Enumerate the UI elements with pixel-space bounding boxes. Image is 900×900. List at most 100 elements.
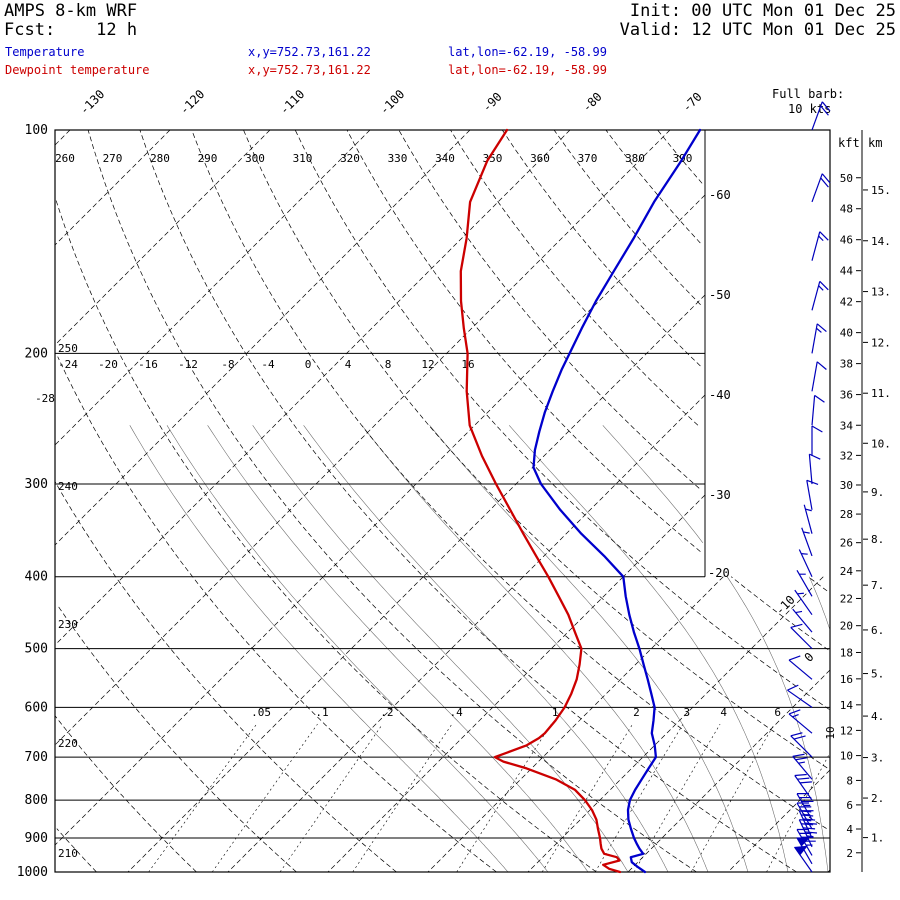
svg-text:-20: -20 xyxy=(708,566,730,580)
svg-text:6: 6 xyxy=(846,799,853,812)
svg-text:12: 12 xyxy=(421,358,434,371)
svg-text:48: 48 xyxy=(840,203,853,216)
svg-text:3: 3 xyxy=(683,706,690,719)
svg-text:700: 700 xyxy=(25,750,48,765)
svg-text:-130: -130 xyxy=(77,87,107,117)
svg-text:300: 300 xyxy=(25,477,48,492)
svg-text:370: 370 xyxy=(578,152,598,165)
svg-text:-30: -30 xyxy=(709,488,731,502)
svg-text:13.: 13. xyxy=(871,286,891,299)
svg-text:-120: -120 xyxy=(177,87,207,117)
svg-text:22: 22 xyxy=(840,592,853,605)
svg-text:0: 0 xyxy=(802,650,817,665)
svg-text:12.: 12. xyxy=(871,336,891,349)
svg-text:1000: 1000 xyxy=(17,865,48,880)
barb-legend-line1: Full barb: xyxy=(772,87,845,101)
svg-text:0: 0 xyxy=(305,358,312,371)
svg-text:310: 310 xyxy=(293,152,313,165)
svg-text:3.: 3. xyxy=(871,752,884,765)
svg-text:-28: -28 xyxy=(35,392,55,405)
svg-text:-60: -60 xyxy=(709,188,731,202)
valid-time: Valid: 12 UTC Mon 01 Dec 25 xyxy=(619,20,896,40)
svg-text:12: 12 xyxy=(840,724,853,737)
svg-text:-100: -100 xyxy=(377,87,407,117)
svg-text:26: 26 xyxy=(840,537,853,550)
svg-text:1: 1 xyxy=(552,706,559,719)
svg-text:18: 18 xyxy=(840,646,853,659)
svg-text:4.: 4. xyxy=(871,710,884,723)
svg-text:260: 260 xyxy=(55,152,75,165)
svg-text:36: 36 xyxy=(840,389,853,402)
svg-text:-16: -16 xyxy=(138,358,158,371)
svg-text:300: 300 xyxy=(245,152,265,165)
svg-text:34: 34 xyxy=(840,419,854,432)
svg-text:24: 24 xyxy=(840,565,854,578)
svg-text:.05: .05 xyxy=(251,706,271,719)
svg-text:8.: 8. xyxy=(871,533,884,546)
svg-text:30: 30 xyxy=(840,479,853,492)
svg-text:-110: -110 xyxy=(277,87,307,117)
svg-text:-4: -4 xyxy=(261,358,275,371)
svg-text:38: 38 xyxy=(840,358,853,371)
svg-text:4: 4 xyxy=(345,358,352,371)
svg-text:km: km xyxy=(868,136,882,150)
svg-text:2: 2 xyxy=(846,847,853,860)
svg-text:200: 200 xyxy=(25,346,48,361)
fcst-label: Fcst: 12 h xyxy=(4,20,138,40)
svg-text:.1: .1 xyxy=(315,706,328,719)
temperature-legend: Temperature xyxy=(5,45,85,59)
svg-text:210: 210 xyxy=(58,847,78,860)
svg-text:220: 220 xyxy=(58,737,78,750)
init-time: Init: 00 UTC Mon 01 Dec 25 xyxy=(629,1,896,21)
svg-text:-70: -70 xyxy=(680,90,705,115)
model-title: AMPS 8-km WRF xyxy=(4,1,138,21)
svg-text:500: 500 xyxy=(25,642,48,657)
svg-text:290: 290 xyxy=(198,152,218,165)
svg-text:20: 20 xyxy=(840,620,853,633)
svg-text:6: 6 xyxy=(774,706,781,719)
svg-text:9.: 9. xyxy=(871,486,884,499)
svg-text:900: 900 xyxy=(25,831,48,846)
svg-text:230: 230 xyxy=(58,618,78,631)
svg-text:400: 400 xyxy=(25,570,48,585)
svg-text:-50: -50 xyxy=(709,288,731,302)
svg-text:100: 100 xyxy=(25,123,48,138)
svg-text:240: 240 xyxy=(58,480,78,493)
svg-text:-12: -12 xyxy=(178,358,198,371)
svg-text:320: 320 xyxy=(340,152,360,165)
dewpoint-latlon: lat,lon=-62.19, -58.99 xyxy=(448,63,607,77)
svg-text:5.: 5. xyxy=(871,668,884,681)
svg-text:-20: -20 xyxy=(98,358,118,371)
svg-text:11.: 11. xyxy=(871,387,891,400)
svg-text:14.: 14. xyxy=(871,235,891,248)
svg-text:-90: -90 xyxy=(480,90,505,115)
svg-text:8: 8 xyxy=(385,358,392,371)
svg-text:42: 42 xyxy=(840,296,853,309)
svg-text:16: 16 xyxy=(840,673,853,686)
svg-text:32: 32 xyxy=(840,449,853,462)
svg-text:-8: -8 xyxy=(221,358,234,371)
svg-text:-24: -24 xyxy=(58,358,78,371)
svg-text:10: 10 xyxy=(824,726,837,739)
svg-text:kft: kft xyxy=(838,136,860,150)
svg-text:46: 46 xyxy=(840,234,853,247)
svg-text:50: 50 xyxy=(840,172,853,185)
svg-text:14: 14 xyxy=(840,699,854,712)
svg-text:340: 340 xyxy=(435,152,455,165)
svg-text:4: 4 xyxy=(720,706,727,719)
svg-text:10.: 10. xyxy=(871,437,891,450)
temperature-latlon: lat,lon=-62.19, -58.99 xyxy=(448,45,607,59)
svg-text:10: 10 xyxy=(840,750,853,763)
svg-text:44: 44 xyxy=(840,265,854,278)
temperature-xy: x,y=752.73,161.22 xyxy=(248,45,371,59)
dewpoint-legend: Dewpoint temperature xyxy=(5,63,150,77)
svg-text:40: 40 xyxy=(840,327,853,340)
svg-text:250: 250 xyxy=(58,342,78,355)
svg-text:6.: 6. xyxy=(871,624,884,637)
svg-text:28: 28 xyxy=(840,508,853,521)
svg-text:2.: 2. xyxy=(871,792,884,805)
svg-text:-40: -40 xyxy=(709,388,731,402)
svg-text:1.: 1. xyxy=(871,832,884,845)
